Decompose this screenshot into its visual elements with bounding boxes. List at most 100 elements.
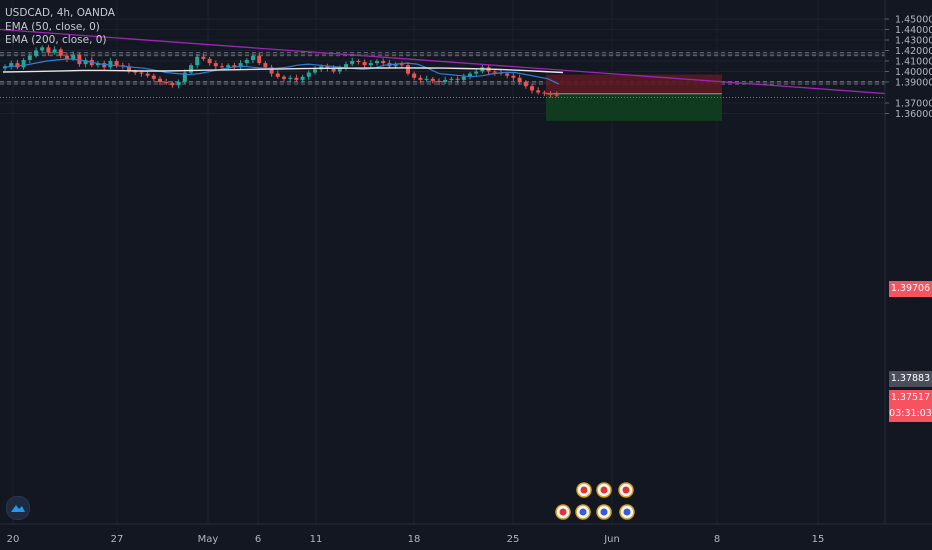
candle-body [331,68,336,72]
short-position-tool[interactable] [0,74,885,121]
candle-body [263,63,268,68]
candle [474,68,479,77]
candle [201,53,206,61]
candle-body [213,63,218,67]
take-profit-zone[interactable] [546,93,722,121]
candle-body [548,93,553,95]
descending-trendline[interactable] [0,28,886,95]
symbol-label[interactable]: USDCAD, 4h, OANDA [5,7,115,19]
candle [344,61,348,71]
candle [554,91,559,97]
event-flag-icon[interactable] [619,504,635,520]
chart-grid [0,0,885,524]
candle-body [418,77,423,80]
event-flag-icon[interactable] [555,504,571,520]
stop-loss-zone[interactable] [546,74,722,94]
candle [288,75,293,82]
candle [52,46,57,55]
candle-body [40,47,45,51]
candle-body [232,65,237,68]
candle [294,74,299,82]
candle-body [381,61,386,64]
candle-body [108,61,113,68]
candle-body [176,82,181,86]
event-dot [623,508,631,516]
candle-body [455,78,460,80]
event-dot [559,508,567,516]
event-flag-icon[interactable] [596,504,612,520]
candle [151,73,156,82]
time-tick-label: 18 [408,534,421,545]
candle-body [430,78,435,81]
time-tick-label: 6 [255,534,261,545]
trendline[interactable] [0,28,886,95]
candle [207,57,212,66]
candle [158,76,162,86]
candle [58,47,63,59]
time-tick-label: Jun [603,534,620,545]
tradingview-logo-icon[interactable] [6,496,30,520]
ema200-label[interactable]: EMA (200, close, 0) [5,34,107,46]
candle [244,58,249,66]
time-tick-label: 25 [507,534,520,545]
candle [275,70,280,79]
candle [437,78,441,86]
candle-body [182,72,187,82]
price-tick-label: 1.45000 [895,15,932,26]
candle [269,64,274,77]
time-tick-label: 8 [714,534,720,545]
candle-body [406,65,410,74]
candle [530,83,534,94]
candle-body [226,65,231,68]
candle-body [257,55,262,64]
candle-body [151,75,156,79]
candle [517,74,522,84]
candle-body [52,49,57,53]
candle-body [449,78,454,80]
event-flag-icon[interactable] [618,482,634,498]
candle [238,59,243,70]
ema50-label[interactable]: EMA (50, close, 0) [5,20,100,33]
candlestick-series [3,44,559,98]
event-flag-icon[interactable] [576,482,592,498]
candle-body [393,64,398,67]
candle-body [424,78,429,80]
candle [65,53,69,63]
candle [9,60,14,70]
event-dot [600,486,608,494]
candle [27,53,32,64]
candle [375,59,379,66]
candle-body [554,94,559,96]
time-tick-label: May [198,534,219,545]
candle [189,63,193,76]
price-tick-label: 1.39000 [895,78,932,89]
event-flag-icon[interactable] [596,482,612,498]
candle [83,57,88,68]
candle [492,68,497,76]
candle-body [523,82,528,87]
economic-events[interactable] [555,482,635,520]
candle-body [530,86,534,91]
candle [114,59,119,68]
candle-body [505,73,510,76]
candle-body [34,50,38,56]
candle-body [325,66,330,69]
entry-price-tag: 1.37883 [889,371,932,387]
candle-body [399,64,404,66]
candle-body [145,73,150,76]
candle [164,78,169,85]
candle [350,57,355,67]
candle [102,60,107,71]
candle-body [164,82,169,84]
candle-body [344,64,348,68]
price-axis: 1.450001.440001.430001.420001.410001.400… [884,0,932,550]
candle [424,75,429,82]
candle-body [15,63,20,68]
candle [548,91,553,98]
candle-body [306,72,311,77]
candle-body [492,71,497,73]
event-flag-icon[interactable] [575,504,591,520]
candle-body [511,75,516,78]
candle-body [251,55,255,60]
